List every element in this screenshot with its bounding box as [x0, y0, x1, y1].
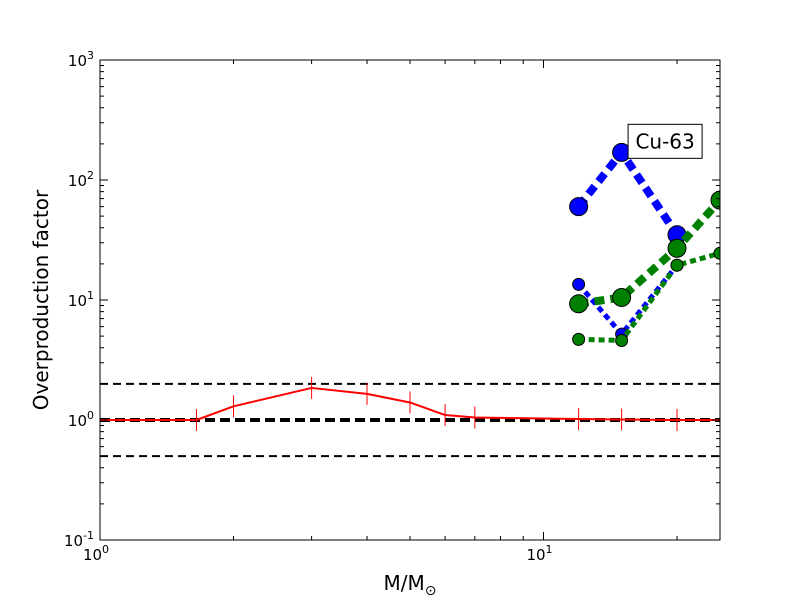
y-tick-label-base-3: 10: [68, 172, 87, 190]
series-4-point-3: [713, 246, 720, 260]
y-tick-label-exp-2: 1: [87, 289, 94, 302]
series-0: [100, 376, 720, 431]
y-tick-label-3: 102: [68, 169, 94, 190]
series-line-3: [578, 197, 720, 308]
y-tick-label-1: 100: [68, 409, 94, 430]
x-tick-label-0: 100: [83, 543, 109, 564]
y-tick-label-2: 101: [68, 289, 94, 310]
series-3-point-3: [710, 190, 720, 210]
series-3-point-1: [612, 287, 632, 307]
series-2-point-0: [572, 277, 586, 291]
x-tick-label-exp-1: 1: [546, 543, 553, 556]
series-line-0: [100, 386, 720, 421]
series-1: [569, 142, 687, 245]
ticks-layer: [99, 59, 720, 541]
annotation-text-0: Cu-63: [635, 129, 694, 153]
series-1-point-0: [569, 197, 589, 217]
x-tick-label-1: 101: [526, 543, 552, 564]
y-tick-label-base-2: 10: [68, 292, 87, 310]
series-4-point-0: [572, 332, 586, 346]
y-tick-label-exp-4: 3: [87, 49, 94, 62]
y-tick-label-4: 103: [68, 49, 94, 70]
x-axis-label-sub: ⊙: [425, 583, 437, 599]
y-axis-label: Overproduction factor: [29, 189, 53, 410]
x-tick-label-base-1: 10: [526, 546, 545, 564]
plot-frame: [99, 59, 721, 541]
y-tick-label-base-0: 10: [64, 532, 83, 550]
annotation-layer: Cu-63: [627, 123, 703, 159]
x-tick-label-exp-0: 0: [102, 543, 109, 556]
y-tick-label-exp-1: 0: [87, 409, 94, 422]
series-layer: [100, 142, 720, 431]
series-4-point-2: [670, 258, 684, 272]
series-4: [572, 246, 720, 347]
y-tick-label-0: 10-1: [64, 529, 94, 550]
series-4-point-1: [615, 333, 629, 347]
x-tick-label-base-0: 10: [83, 546, 102, 564]
x-axis-label-main: M/M: [384, 571, 425, 595]
series-3-point-0: [569, 294, 589, 314]
y-tick-label-exp-3: 2: [87, 169, 94, 182]
y-tick-label-exp-0: -1: [83, 529, 94, 542]
series-line-4: [578, 250, 720, 343]
series-3: [569, 190, 720, 314]
annotation-box-0: [627, 123, 703, 159]
series-3-point-2: [667, 238, 687, 258]
y-tick-label-base-4: 10: [68, 52, 87, 70]
x-axis-label: M/M⊙: [384, 571, 437, 599]
y-tick-label-base-1: 10: [68, 412, 87, 430]
